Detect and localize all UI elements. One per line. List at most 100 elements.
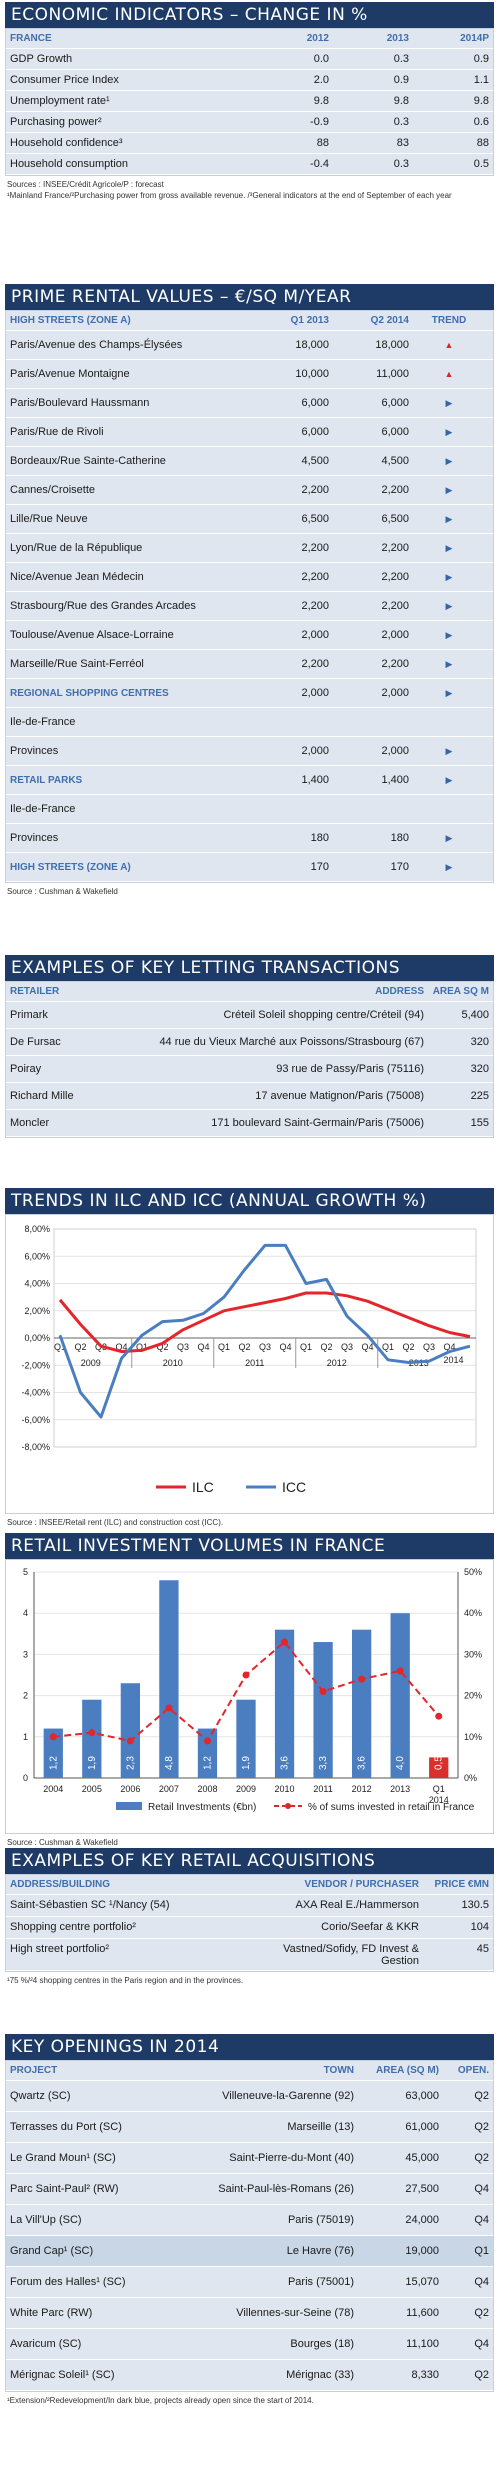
rental-row: Lyon/Rue de la République 2,200 2,200 ▶ bbox=[6, 534, 493, 563]
invest-right-tick: 20% bbox=[464, 1691, 482, 1701]
openings-project: Forum des Halles¹ (SC) bbox=[10, 2276, 126, 2288]
econ-source-line1: Sources : INSEE/Crédit Agricole/P : fore… bbox=[7, 180, 164, 189]
rental-row: Paris/Boulevard Haussmann 6,000 6,000 ▶ bbox=[6, 389, 493, 418]
openings-source: ¹Extension/²Redevelopment/In dark blue, … bbox=[7, 2396, 314, 2405]
trend-stable-icon: ▶ bbox=[445, 513, 453, 524]
rental-value-q2-2014: 6,000 bbox=[381, 397, 409, 409]
rental-col-q1-2013: Q1 2013 bbox=[290, 315, 329, 326]
openings-open: Q4 bbox=[474, 2214, 489, 2226]
rental-location-label: RETAIL PARKS bbox=[10, 774, 83, 786]
rental-value-q2-2014: 2,000 bbox=[381, 629, 409, 641]
econ-value-2014: 88 bbox=[476, 137, 489, 149]
econ-value-2012: -0.9 bbox=[310, 116, 329, 128]
openings-town: Saint-Paul-lès-Romans (26) bbox=[218, 2183, 354, 2195]
econ-col-2012: 2012 bbox=[306, 33, 329, 44]
letting-row: Primark Créteil Soleil shopping centre/Cr… bbox=[6, 1002, 493, 1029]
acq-title: EXAMPLES OF KEY RETAIL ACQUISITIONS bbox=[5, 1848, 494, 1874]
rental-value-q1-2013: 2,200 bbox=[301, 484, 329, 496]
openings-project: Le Grand Moun¹ (SC) bbox=[10, 2152, 116, 2164]
rental-row: Provinces 2,000 2,000 ▶ bbox=[6, 737, 493, 766]
invest-bar bbox=[120, 1683, 140, 1778]
invest-bar-label: 3,3 bbox=[318, 1756, 329, 1770]
invest-x-tick: 2006 bbox=[120, 1784, 140, 1794]
ilc-chart-frame: 8,00% 6,00% 4,00% 2,00% 0,00% -2,00% -4,00% -6,… bbox=[5, 1214, 494, 1514]
openings-area: 61,000 bbox=[405, 2121, 439, 2133]
ilc-title: TRENDS IN ILC AND ICC (ANNUAL GROWTH %) bbox=[5, 1188, 494, 1214]
letting-title: EXAMPLES OF KEY LETTING TRANSACTIONS bbox=[5, 955, 494, 981]
ilc-x-tick: Q2 bbox=[320, 1342, 332, 1352]
invest-left-tick: 1 bbox=[23, 1732, 28, 1742]
rental-value-q2-2014: 2,000 bbox=[381, 687, 409, 699]
rental-row: Strasbourg/Rue des Grandes Arcades 2,200 2… bbox=[6, 592, 493, 621]
rental-value-q2-2014: 170 bbox=[390, 861, 409, 873]
rental-value-q2-2014: 11,000 bbox=[376, 368, 409, 380]
rental-location-label: REGIONAL SHOPPING CENTRES bbox=[10, 687, 169, 699]
econ-indicator-label: Household consumption bbox=[10, 158, 129, 170]
openings-row: La Vill'Up (SC) Paris (75019) 24,000 Q4 bbox=[6, 2205, 493, 2236]
trend-stable-icon: ▶ bbox=[445, 629, 453, 640]
openings-project: Terrasses du Port (SC) bbox=[10, 2121, 122, 2133]
rental-value-q2-2014: 6,500 bbox=[381, 513, 409, 525]
econ-value-2013: 0.9 bbox=[393, 74, 409, 86]
rental-section: PRIME RENTAL VALUES – €/SQ M/YEAR HIGH S… bbox=[5, 284, 494, 900]
rental-location-label: Strasbourg/Rue des Grandes Arcades bbox=[10, 600, 196, 612]
rental-row: Bordeaux/Rue Sainte-Catherine 4,500 4,500 ▶ bbox=[6, 447, 493, 476]
rental-location-label: Lille/Rue Neuve bbox=[10, 513, 88, 525]
invest-pct-point bbox=[49, 1733, 57, 1741]
invest-chart-frame: 0 1 2 3 4 5 0% 10% 20% 30% 40% 50% 1,2 2004 1,9 2005 2,3… bbox=[5, 1559, 494, 1834]
invest-legend-line-label: % of sums invested in retail in France bbox=[308, 1802, 475, 1813]
rental-row: Lille/Rue Neuve 6,500 6,500 ▶ bbox=[6, 505, 493, 534]
econ-indicator-label: Consumer Price Index bbox=[10, 74, 119, 86]
rental-location-label: Provinces bbox=[10, 832, 59, 844]
invest-pct-point bbox=[165, 1704, 173, 1712]
openings-table: PROJECT TOWN AREA (SQ M) OPEN. Qwartz (S… bbox=[5, 2060, 494, 2392]
ilc-y-tick: 6,00% bbox=[24, 1251, 50, 1261]
invest-bar-label: 1,9 bbox=[87, 1756, 98, 1770]
rental-row: Toulouse/Avenue Alsace-Lorraine 2,000 2,00… bbox=[6, 621, 493, 650]
acq-address: Saint-Sébastien SC ¹/Nancy (54) bbox=[10, 1899, 170, 1911]
rental-location-label: Lyon/Rue de la République bbox=[10, 542, 143, 554]
openings-row: Le Grand Moun¹ (SC) Saint-Pierre-du-Mont … bbox=[6, 2143, 493, 2174]
rental-title: PRIME RENTAL VALUES – €/SQ M/YEAR bbox=[5, 284, 494, 310]
ilc-series-line-icc bbox=[58, 1243, 471, 1419]
econ-row: Consumer Price Index 2.0 0.9 1.1 bbox=[6, 70, 493, 91]
invest-pct-point bbox=[126, 1737, 134, 1745]
ilc-x-tick: Q4 bbox=[443, 1342, 455, 1352]
openings-row: Avaricum (SC) Bourges (18) 11,100 Q4 bbox=[6, 2329, 493, 2360]
rental-row: Paris/Avenue Montaigne 10,000 11,000 ▲ bbox=[6, 360, 493, 389]
rental-row: Paris/Avenue des Champs-Élysées 18,000 18,… bbox=[6, 331, 493, 360]
rental-row: Provinces 180 180 ▶ bbox=[6, 824, 493, 853]
invest-bar bbox=[236, 1699, 256, 1778]
trend-stable-icon: ▶ bbox=[445, 484, 453, 495]
rental-value-q2-2014: 180 bbox=[390, 832, 409, 844]
trend-stable-icon: ▶ bbox=[445, 600, 453, 611]
openings-row: Terrasses du Port (SC) Marseille (13) 61,0… bbox=[6, 2112, 493, 2143]
econ-value-2012: 88 bbox=[316, 137, 329, 149]
openings-col-open: OPEN. bbox=[457, 2065, 489, 2076]
invest-pct-point bbox=[203, 1737, 211, 1745]
trend-up-icon: ▲ bbox=[444, 369, 454, 379]
openings-town: Mérignac (33) bbox=[286, 2369, 354, 2381]
rental-value-q1-2013: 1,400 bbox=[301, 774, 329, 786]
invest-bar-label: 4,0 bbox=[395, 1756, 406, 1770]
ilc-x-tick: Q1 bbox=[218, 1342, 230, 1352]
trend-stable-icon: ▶ bbox=[445, 658, 453, 669]
openings-project: White Parc (RW) bbox=[10, 2307, 93, 2319]
openings-row: Qwartz (SC) Villeneuve-la-Garenne (92) 63,… bbox=[6, 2081, 493, 2112]
acq-row: High street portfolio² Vastned/Sofidy, FD… bbox=[6, 1939, 493, 1971]
openings-town: Villennes-sur-Seine (78) bbox=[236, 2307, 354, 2319]
openings-town: Bourges (18) bbox=[290, 2338, 354, 2350]
invest-x-tick: 2011 bbox=[313, 1784, 332, 1794]
invest-right-tick: 0% bbox=[464, 1773, 477, 1783]
ilc-y-tick: -8,00% bbox=[21, 1442, 50, 1452]
openings-area: 19,000 bbox=[405, 2245, 439, 2257]
econ-value-2014: 0.6 bbox=[473, 116, 489, 128]
invest-x-tick: Q1 bbox=[433, 1784, 445, 1794]
letting-address: 171 boulevard Saint-Germain/Paris (75006… bbox=[211, 1117, 424, 1129]
invest-bar-label: 0,5 bbox=[434, 1756, 445, 1770]
econ-value-2014: 9.8 bbox=[473, 95, 489, 107]
rental-source: Source : Cushman & Wakefield bbox=[7, 887, 118, 896]
rental-row: RETAIL PARKS 1,400 1,400 ▶ bbox=[6, 766, 493, 795]
ilc-section: TRENDS IN ILC AND ICC (ANNUAL GROWTH %) … bbox=[5, 1188, 494, 1531]
openings-project: La Vill'Up (SC) bbox=[10, 2214, 82, 2226]
